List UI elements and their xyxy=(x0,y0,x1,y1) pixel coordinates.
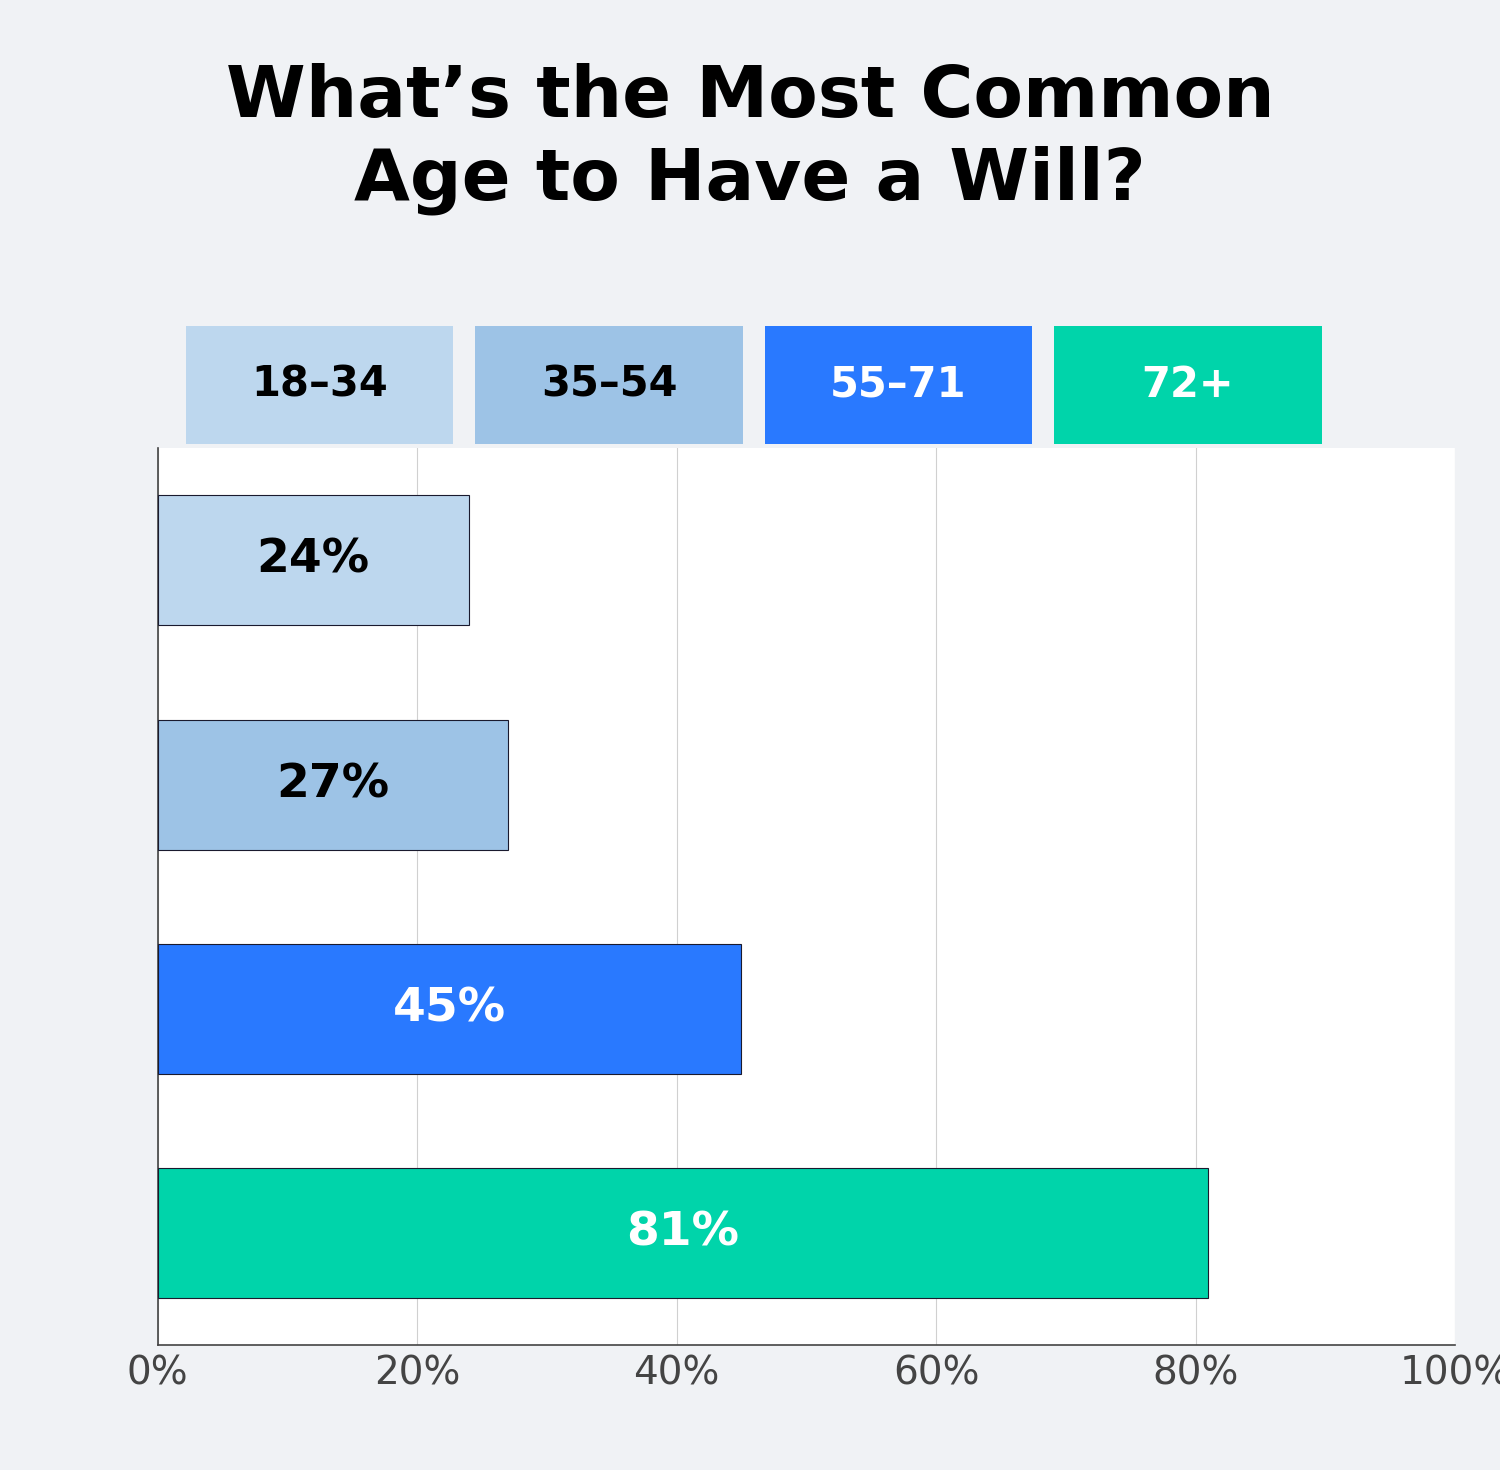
Bar xyxy=(158,1169,1209,1298)
Text: 24%: 24% xyxy=(256,538,370,584)
Bar xyxy=(158,944,741,1073)
FancyBboxPatch shape xyxy=(765,326,1032,444)
Text: 45%: 45% xyxy=(393,986,506,1032)
Text: 81%: 81% xyxy=(627,1210,740,1255)
FancyBboxPatch shape xyxy=(186,326,453,444)
Text: 55–71: 55–71 xyxy=(830,365,968,406)
Text: 35–54: 35–54 xyxy=(540,365,678,406)
Text: What’s the Most Common
Age to Have a Will?: What’s the Most Common Age to Have a Wil… xyxy=(225,63,1275,215)
Text: 72+: 72+ xyxy=(1142,365,1234,406)
Bar xyxy=(158,720,509,850)
FancyBboxPatch shape xyxy=(476,326,742,444)
Bar xyxy=(158,495,470,625)
Text: 18–34: 18–34 xyxy=(251,365,388,406)
FancyBboxPatch shape xyxy=(1054,326,1322,444)
Text: 27%: 27% xyxy=(276,761,388,807)
